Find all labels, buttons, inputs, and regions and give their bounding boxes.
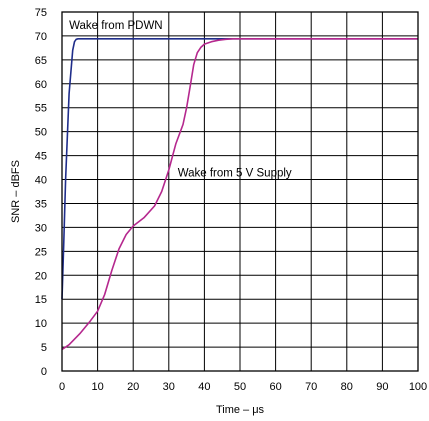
y-tick-labels: 0 5 10 15 20 25 30 35 40 45 50 55 60 65 70 75: [35, 7, 47, 378]
y-tick-label: 35: [35, 198, 47, 210]
x-axis-title: Time – μs: [216, 404, 265, 416]
y-tick-label: 25: [35, 246, 47, 258]
y-tick-label: 55: [35, 103, 47, 115]
y-tick-label: 5: [41, 342, 47, 354]
y-tick-label: 45: [35, 151, 47, 163]
y-tick-label: 70: [35, 31, 47, 43]
annotations: Wake from PDWN Wake from 5 V Supply: [69, 20, 292, 179]
annotation-label: Wake from PDWN: [69, 20, 162, 32]
x-tick-label: 10: [91, 381, 103, 393]
x-tick-label: 40: [198, 381, 210, 393]
series-lines: [61, 37, 418, 351]
x-tick-label: 80: [341, 381, 353, 393]
y-tick-label: 75: [35, 7, 47, 19]
x-tick-label: 60: [269, 381, 281, 393]
x-tick-label: 100: [409, 381, 427, 393]
x-tick-label: 90: [376, 381, 388, 393]
grid-lines: [61, 11, 419, 372]
y-tick-label: 15: [35, 294, 47, 306]
x-tick-labels: 0 10 20 30 40 50 60 70 80 90 100: [59, 381, 427, 393]
y-tick-label: 20: [35, 270, 47, 282]
y-tick-label: 50: [35, 127, 47, 139]
series-line-wake-from-5v-supply: [61, 37, 418, 351]
x-tick-label: 20: [127, 381, 139, 393]
y-tick-label: 40: [35, 175, 47, 187]
y-tick-label: 10: [35, 318, 47, 330]
annotation-label: Wake from 5 V Supply: [178, 167, 292, 179]
y-tick-label: 60: [35, 79, 47, 91]
x-tick-label: 50: [234, 381, 246, 393]
y-tick-label: 65: [35, 55, 47, 67]
x-tick-label: 0: [59, 381, 65, 393]
x-tick-label: 30: [163, 381, 175, 393]
y-axis-title: SNR – dBFS: [10, 160, 22, 223]
x-tick-label: 70: [305, 381, 317, 393]
y-tick-label: 0: [41, 366, 47, 378]
y-tick-label: 30: [35, 222, 47, 234]
plot-frame: [61, 11, 419, 372]
